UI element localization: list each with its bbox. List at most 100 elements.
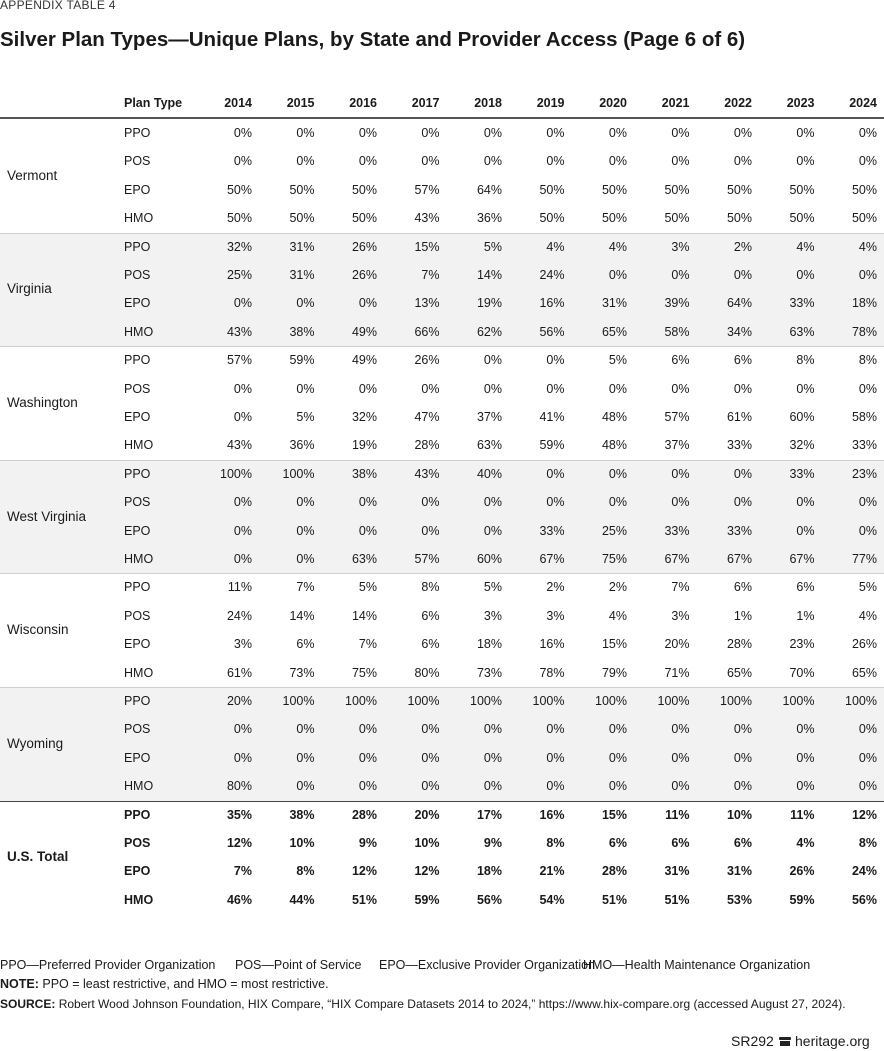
percent-cell: 13% bbox=[414, 296, 440, 311]
percent-cell: 43% bbox=[414, 211, 440, 226]
percent-cell: 17% bbox=[476, 807, 502, 822]
percent-cell: 0% bbox=[796, 722, 815, 737]
percent-cell: 0% bbox=[796, 750, 815, 765]
plan-type: HMO bbox=[124, 324, 154, 339]
percent-cell: 33% bbox=[851, 438, 877, 453]
percent-cell: 0% bbox=[858, 495, 877, 510]
column-header: 2023 bbox=[786, 96, 815, 110]
percent-cell: 0% bbox=[421, 523, 440, 538]
percent-cell: 48% bbox=[601, 438, 627, 453]
percent-cell: 0% bbox=[608, 466, 627, 481]
plan-type: HMO bbox=[124, 211, 154, 226]
percent-cell: 49% bbox=[351, 353, 377, 368]
percent-cell: 28% bbox=[414, 438, 440, 453]
percent-cell: 9% bbox=[483, 836, 502, 850]
percent-cell: 18% bbox=[476, 864, 502, 879]
percent-cell: 24% bbox=[539, 268, 565, 282]
percent-cell: 50% bbox=[726, 182, 752, 197]
percent-cell: 31% bbox=[289, 239, 315, 254]
percent-cell: 12% bbox=[351, 864, 377, 879]
percent-cell: 0% bbox=[358, 154, 377, 169]
percent-cell: 50% bbox=[851, 211, 877, 226]
percent-cell: 0% bbox=[483, 750, 502, 765]
percent-cell: 0% bbox=[421, 750, 440, 765]
percent-cell: 5% bbox=[858, 580, 877, 595]
percent-cell: 67% bbox=[664, 552, 690, 566]
percent-cell: 35% bbox=[226, 807, 252, 822]
column-header: 2016 bbox=[349, 96, 377, 110]
percent-cell: 1% bbox=[733, 608, 752, 623]
state: Washington bbox=[7, 395, 78, 410]
percent-cell: 0% bbox=[796, 523, 815, 538]
plan-type: PPO bbox=[124, 353, 151, 368]
percent-cell: 3% bbox=[483, 608, 502, 623]
percent-cell: 4% bbox=[796, 239, 815, 254]
percent-cell: 44% bbox=[289, 892, 315, 907]
percent-cell: 50% bbox=[851, 182, 877, 197]
percent-cell: 0% bbox=[796, 495, 815, 510]
percent-cell: 2% bbox=[608, 580, 627, 595]
plan-type: POS bbox=[124, 608, 151, 623]
percent-cell: 54% bbox=[539, 892, 565, 907]
percent-cell: 2% bbox=[546, 580, 565, 595]
percent-cell: 0% bbox=[796, 779, 815, 794]
percent-cell: 100% bbox=[282, 694, 315, 708]
percent-cell: 8% bbox=[858, 353, 877, 368]
percent-cell: 51% bbox=[664, 892, 690, 907]
percent-cell: 0% bbox=[858, 381, 877, 396]
percent-cell: 20% bbox=[226, 694, 252, 708]
percent-cell: 6% bbox=[671, 836, 690, 850]
percent-cell: 0% bbox=[296, 523, 315, 538]
percent-cell: 0% bbox=[296, 154, 315, 169]
column-header: 2014 bbox=[224, 96, 252, 110]
percent-cell: 16% bbox=[539, 296, 565, 311]
percent-cell: 0% bbox=[358, 126, 377, 140]
percent-cell: 4% bbox=[608, 239, 627, 254]
percent-cell: 6% bbox=[733, 580, 752, 595]
percent-cell: 37% bbox=[664, 438, 690, 453]
percent-cell: 0% bbox=[671, 750, 690, 765]
percent-cell: 33% bbox=[664, 523, 690, 538]
percent-cell: 43% bbox=[226, 438, 252, 453]
percent-cell: 3% bbox=[671, 608, 690, 623]
percent-cell: 8% bbox=[858, 836, 877, 850]
percent-cell: 4% bbox=[796, 836, 815, 850]
percent-cell: 67% bbox=[789, 552, 815, 566]
percent-cell: 31% bbox=[726, 864, 752, 879]
percent-cell: 0% bbox=[671, 381, 690, 396]
column-header: 2020 bbox=[599, 96, 627, 110]
percent-cell: 26% bbox=[851, 637, 877, 652]
percent-cell: 100% bbox=[345, 694, 377, 708]
percent-cell: 23% bbox=[851, 466, 877, 481]
percent-cell: 0% bbox=[796, 154, 815, 169]
percent-cell: 67% bbox=[539, 552, 565, 566]
percent-cell: 18% bbox=[476, 637, 502, 652]
percent-cell: 21% bbox=[539, 864, 565, 879]
percent-cell: 78% bbox=[851, 324, 877, 339]
percent-cell: 0% bbox=[608, 495, 627, 510]
percent-cell: 0% bbox=[358, 750, 377, 765]
percent-cell: 24% bbox=[226, 608, 252, 623]
percent-cell: 0% bbox=[546, 779, 565, 794]
percent-cell: 16% bbox=[539, 637, 565, 652]
state: U.S. Total bbox=[7, 849, 69, 865]
row-band bbox=[0, 232, 884, 347]
percent-cell: 0% bbox=[546, 154, 565, 169]
percent-cell: 6% bbox=[796, 580, 815, 595]
plan-type: PPO bbox=[124, 580, 151, 595]
percent-cell: 24% bbox=[851, 864, 877, 879]
percent-cell: 19% bbox=[476, 296, 502, 311]
percent-cell: 50% bbox=[789, 182, 815, 197]
percent-cell: 0% bbox=[483, 126, 502, 140]
percent-cell: 0% bbox=[483, 353, 502, 368]
percent-cell: 50% bbox=[601, 211, 627, 226]
percent-cell: 47% bbox=[414, 410, 440, 424]
percent-cell: 0% bbox=[233, 381, 252, 396]
percent-cell: 100% bbox=[282, 466, 315, 481]
percent-cell: 0% bbox=[608, 779, 627, 794]
plan-type: PPO bbox=[124, 694, 151, 708]
phone-icon bbox=[779, 1037, 791, 1046]
percent-cell: 61% bbox=[726, 410, 752, 424]
percent-cell: 0% bbox=[608, 154, 627, 169]
percent-cell: 0% bbox=[671, 495, 690, 510]
